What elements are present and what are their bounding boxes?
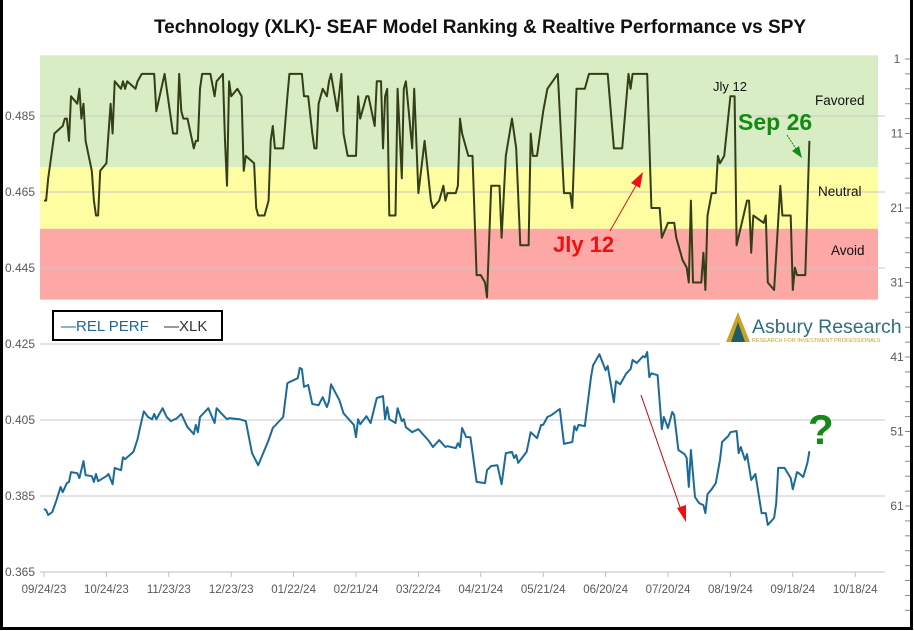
series-line-rel-perf — [43, 351, 811, 526]
left-axis: 0.365 0.385 0.405 0.425 0.445 0.465 0.485 — [5, 109, 35, 579]
x-axis: 09/24/23 10/24/23 11/23/23 12/23/23 01/22/24… — [22, 572, 878, 596]
chart-title: Technology (XLK)- SEAF Model Ranking & R… — [154, 17, 806, 38]
x-axis-tick-label: 09/18/24 — [770, 584, 815, 596]
band-label-favored: Favored — [815, 93, 865, 108]
left-axis-tick-label: 0.465 — [5, 185, 35, 199]
legend-xlk: —XLK — [164, 318, 207, 335]
red-arrow-lower-head — [677, 505, 686, 522]
x-axis-tick-label: 08/19/24 — [708, 584, 753, 596]
left-axis-tick-label: 0.385 — [5, 489, 35, 503]
left-axis-tick-label: 0.405 — [5, 413, 35, 427]
red-arrow-upper-head — [631, 172, 643, 188]
band-label-avoid: Avoid — [831, 243, 865, 258]
x-axis-tick-label: 03/22/24 — [396, 584, 441, 596]
left-axis-tick-label: 0.425 — [5, 337, 35, 351]
red-arrow-lower — [640, 394, 682, 511]
x-axis-tick-label: 12/23/23 — [209, 584, 254, 596]
logo-tagline: RESEARCH FOR INVESTMENT PROFESSIONALS — [752, 338, 881, 344]
annotation-jly12-black: Jly 12 — [713, 79, 747, 94]
x-axis-tick-label: 09/24/23 — [22, 584, 67, 596]
legend: —REL PERF —XLK — [52, 310, 223, 341]
green-arrow-head — [792, 146, 802, 158]
annotation-jly12-red: Jly 12 — [553, 232, 614, 257]
series-line-xlk — [44, 72, 811, 299]
legend-rel-perf: —REL PERF — [61, 318, 149, 335]
asbury-research-logo: Asbury Research RESEARCH FOR INVESTMENT … — [720, 308, 902, 346]
x-axis-tick-label: 10/24/23 — [84, 584, 129, 596]
series — [43, 72, 811, 526]
left-axis-tick-label: 0.445 — [5, 261, 35, 275]
band-label-neutral: Neutral — [818, 184, 862, 199]
right-axis-tick-label: 61 — [890, 499, 904, 513]
right-axis-tick-label: 1 — [894, 52, 901, 66]
x-axis-tick-label: 06/20/24 — [583, 584, 628, 596]
right-axis-tick-label: 51 — [890, 425, 904, 439]
gridlines — [40, 115, 885, 573]
annotation-sep26: Sep 26 — [738, 109, 812, 135]
right-axis-tick-label: 41 — [890, 350, 904, 364]
annotations: Favored Neutral Avoid Jly 12 Sep 26 Jly … — [553, 79, 865, 522]
x-axis-tick-label: 11/23/23 — [147, 584, 191, 596]
x-axis-tick-label: 10/18/24 — [833, 584, 878, 596]
right-axis-tick-label: 11 — [891, 127, 904, 141]
x-axis-tick-label: 02/21/24 — [334, 584, 379, 596]
x-axis-tick-label: 01/22/24 — [271, 584, 316, 596]
left-axis-tick-label: 0.365 — [5, 565, 35, 579]
left-axis-tick-label: 0.485 — [5, 109, 35, 123]
x-axis-tick-label: 04/21/24 — [458, 584, 503, 596]
x-axis-tick-label: 05/21/24 — [521, 584, 566, 596]
right-axis-tick-label: 31 — [890, 276, 904, 290]
x-axis-tick-label: 07/20/24 — [646, 584, 691, 596]
logo-name: Asbury Research — [752, 316, 902, 338]
red-arrow-upper — [609, 181, 639, 232]
annotation-question-mark: ? — [808, 406, 834, 453]
right-axis-tick-label: 21 — [890, 201, 904, 215]
